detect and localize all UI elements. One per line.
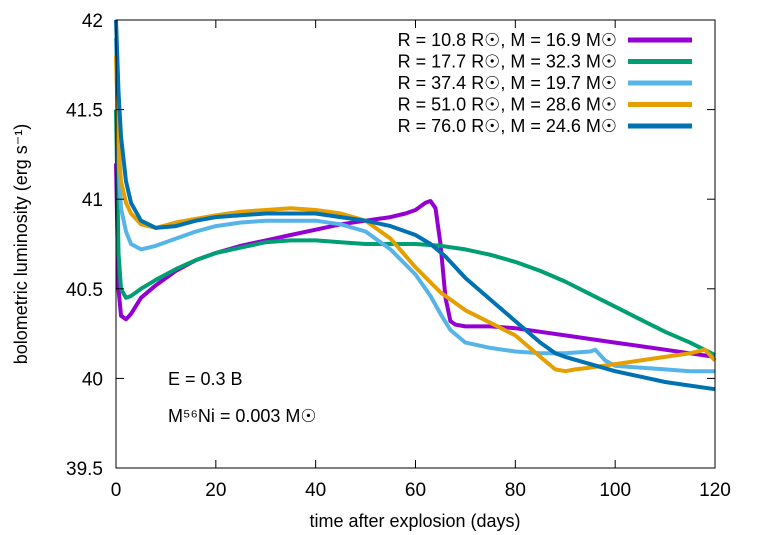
series-layer [114,19,717,392]
x-tick-label: 80 [505,480,526,501]
legend-label-3: R = 37.4 R☉, M = 19.7 M☉ [398,73,617,93]
series-line-4 [114,55,717,374]
y-tick-label: 41.5 [66,101,103,122]
legend-label-2: R = 17.7 R☉, M = 32.3 M☉ [398,52,617,72]
energy-annotation: E = 0.3 B [168,369,243,389]
x-axis-label: time after explosion (days) [309,511,520,531]
x-tick-label: 100 [599,480,631,501]
series-line-1 [114,163,716,359]
legend-label-1: R = 10.8 R☉, M = 16.9 M☉ [398,30,617,50]
y-tick-label: 41 [82,190,103,211]
nickel-annotation: M⁵⁶Ni = 0.003 M☉ [168,406,317,426]
legend: R = 10.8 R☉, M = 16.9 M☉R = 17.7 R☉, M =… [398,30,692,136]
y-tick-label: 40.5 [66,280,103,301]
legend-label-5: R = 76.0 R☉, M = 24.6 M☉ [398,116,617,136]
series-line-2 [114,109,716,357]
series-line-5 [114,19,716,392]
series-line-3 [114,37,715,374]
y-axis-label: bolometric luminosity (erg s⁻¹) [11,124,31,365]
y-tick-label: 39.5 [66,459,103,480]
x-tick-label: 20 [205,480,226,501]
y-tick-label: 42 [82,11,103,32]
x-tick-label: 0 [111,480,122,501]
ticks-layer: 0 20 40 60 80 100 120 39.5 40 40.5 41 41.5 42 [66,11,731,501]
x-tick-label: 120 [699,480,731,501]
x-tick-label: 60 [405,480,426,501]
legend-label-4: R = 51.0 R☉, M = 28.6 M☉ [398,95,617,115]
y-tick-label: 40 [82,369,103,390]
x-tick-label: 40 [305,480,326,501]
